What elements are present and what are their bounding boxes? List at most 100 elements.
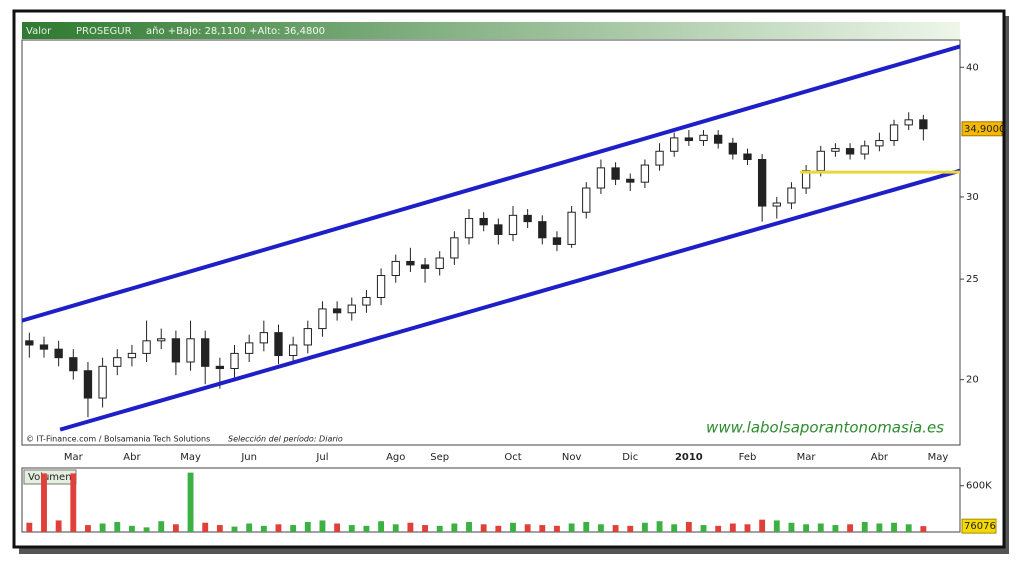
header-bar	[22, 22, 960, 39]
price-plot	[21, 39, 961, 446]
candle-body	[831, 148, 840, 152]
candle-body	[508, 214, 518, 236]
candle-body	[303, 328, 312, 346]
volume-bar	[26, 522, 33, 532]
candle-body	[567, 211, 576, 245]
y-tick-label: 600K	[966, 481, 992, 492]
volume-bar	[275, 524, 282, 532]
candle-body	[860, 145, 869, 155]
volume-bar	[744, 524, 751, 532]
volume-bar	[451, 523, 458, 532]
candle-body	[98, 365, 107, 399]
volume-bar	[568, 523, 575, 532]
volume-bar	[216, 525, 223, 532]
x-tick-label: Abr	[123, 452, 141, 463]
x-tick-label: Jun	[240, 452, 257, 463]
candle-body	[25, 340, 34, 346]
volume-bar	[128, 525, 135, 532]
period: Selección del período: Diario	[228, 434, 343, 444]
x-tick-label: 2010	[675, 452, 703, 463]
candle-body	[728, 142, 737, 155]
volume-bar	[876, 523, 883, 532]
candle-body	[538, 221, 547, 239]
x-tick-label: Nov	[562, 452, 582, 463]
candle-body	[919, 119, 928, 130]
volume-bar	[158, 521, 165, 532]
candle-body	[479, 217, 488, 226]
volume-bar	[392, 524, 399, 532]
candle-body	[259, 332, 268, 344]
volume-bar	[246, 523, 253, 532]
candle-body	[113, 357, 122, 367]
candle-body	[83, 370, 93, 399]
volume-bar	[597, 524, 604, 532]
candle-body	[420, 264, 430, 269]
volume-bar	[466, 521, 472, 532]
candle-body	[757, 158, 767, 207]
volume-bar	[920, 526, 927, 532]
candle-body	[376, 275, 386, 298]
header-range: año +Bajo: 28,1100 +Alto: 36,4800	[146, 26, 325, 37]
candle-body	[391, 260, 400, 277]
candle-body	[230, 352, 239, 370]
volume-bar	[773, 520, 780, 532]
credit: © IT-Finance.com / Bolsamania Tech Solut…	[26, 435, 210, 444]
candle-body	[582, 187, 591, 213]
trend-line	[59, 168, 961, 432]
candle-body	[245, 342, 254, 354]
volume-bar	[85, 525, 91, 532]
candle-body	[626, 178, 635, 183]
candle-body	[684, 137, 694, 142]
volume-bar	[861, 521, 868, 532]
volume-bar	[510, 522, 516, 532]
volume-bar	[422, 525, 428, 532]
volume-bar	[202, 522, 209, 532]
volume-bar	[348, 525, 355, 532]
volume-bar	[231, 526, 238, 532]
volume-bar	[187, 472, 194, 532]
volume-bar	[583, 521, 590, 532]
volume-bar	[641, 522, 648, 532]
candle-body	[596, 167, 606, 189]
volume-title: Volumen	[28, 472, 72, 483]
x-tick-label: Abr	[871, 452, 889, 463]
candle-body	[611, 167, 620, 180]
volume-bar	[143, 527, 150, 532]
candle-body	[772, 202, 781, 207]
candle-body	[362, 296, 371, 306]
candle-body	[552, 237, 562, 245]
candle-body	[39, 344, 49, 350]
last-volume-box	[961, 518, 997, 534]
volume-bar	[788, 522, 795, 532]
candle-body	[274, 332, 283, 357]
volume-bar	[612, 525, 619, 532]
volume-bar	[41, 473, 47, 532]
watermark: www.labolsaporantonomasia.es	[706, 419, 944, 437]
candle-body	[288, 344, 298, 357]
volume-bar	[539, 525, 546, 532]
volume-bar	[114, 521, 121, 532]
candle-body	[142, 340, 151, 354]
volume-bar	[554, 525, 560, 532]
x-tick-label: Oct	[504, 452, 521, 463]
volume-bar	[319, 520, 326, 532]
candle-body	[318, 308, 327, 330]
volume-bar	[172, 524, 179, 532]
volume-bar	[334, 523, 341, 532]
y-tick-label: 25	[966, 274, 979, 285]
header-symbol: PROSEGUR	[76, 26, 132, 37]
candle-body	[435, 257, 444, 269]
volume-bar	[715, 525, 722, 532]
x-tick-label: May	[928, 452, 949, 463]
volume-bar	[70, 473, 77, 532]
candle-body	[127, 352, 137, 359]
y-tick-label: 40	[966, 62, 979, 73]
x-tick-label: Dic	[622, 452, 638, 463]
candle-body	[494, 224, 503, 236]
volume-bar	[436, 525, 443, 532]
candle-body	[889, 124, 899, 142]
candle-body	[464, 217, 474, 239]
volume-bar	[304, 521, 311, 532]
header-label: Valor	[26, 26, 52, 37]
